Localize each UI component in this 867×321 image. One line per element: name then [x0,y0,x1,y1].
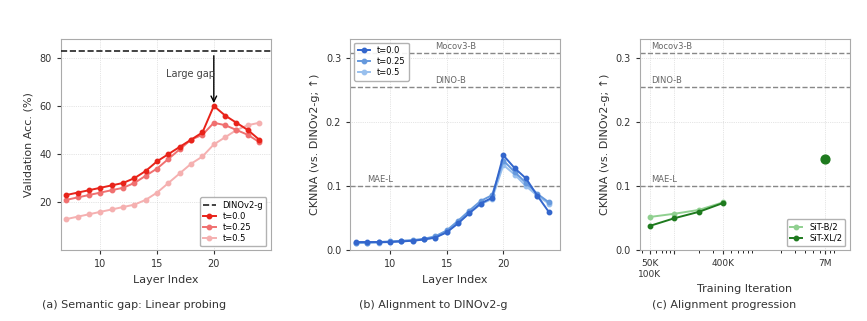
Legend: t=0.0, t=0.25, t=0.5: t=0.0, t=0.25, t=0.5 [355,43,409,81]
Point [818,156,832,161]
Text: Mocov3-B: Mocov3-B [435,42,477,51]
Text: (b) Alignment to DINOv2-g: (b) Alignment to DINOv2-g [359,300,508,310]
Legend: SiT-B/2, SiT-XL/2: SiT-B/2, SiT-XL/2 [786,220,845,246]
Text: MAE-L: MAE-L [651,175,677,184]
Text: Large gap: Large gap [166,69,215,79]
Legend: DINOv2-g, t=0.0, t=0.25, t=0.5: DINOv2-g, t=0.0, t=0.25, t=0.5 [200,197,266,246]
Y-axis label: CKNNA (vs. DINOv2-g; ↑): CKNNA (vs. DINOv2-g; ↑) [600,74,610,215]
Y-axis label: CKNNA (vs. DINOv2-g; ↑): CKNNA (vs. DINOv2-g; ↑) [310,74,320,215]
Text: DINO-B: DINO-B [435,76,466,85]
X-axis label: Layer Index: Layer Index [133,275,199,285]
Text: (c) Alignment progression: (c) Alignment progression [652,300,796,310]
Text: DINO-B: DINO-B [651,76,681,85]
X-axis label: Layer Index: Layer Index [422,275,488,285]
Y-axis label: Validation Acc. (%): Validation Acc. (%) [23,92,34,197]
X-axis label: Training Iteration: Training Iteration [697,284,792,294]
Text: (a) Semantic gap: Linear probing: (a) Semantic gap: Linear probing [42,300,226,310]
Text: Mocov3-B: Mocov3-B [651,42,692,51]
Text: MAE-L: MAE-L [368,175,393,184]
